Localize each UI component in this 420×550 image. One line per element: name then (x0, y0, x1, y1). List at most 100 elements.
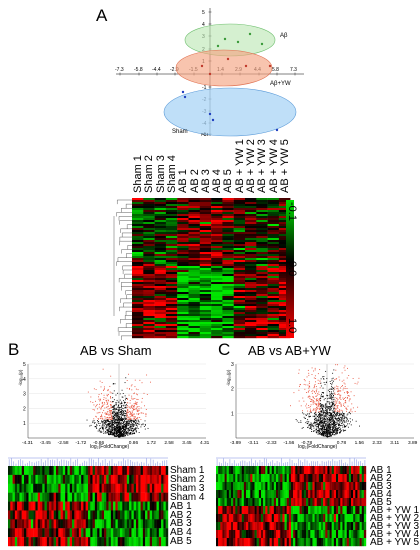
heatmap-cell (340, 498, 343, 507)
volcano-point (96, 425, 98, 426)
volcano-point (326, 378, 328, 379)
heatmap-cell (291, 490, 294, 499)
volcano-point (318, 427, 320, 429)
heatmap-cell (44, 510, 48, 520)
volcano-point (114, 422, 116, 424)
volcano-point (317, 431, 319, 433)
heatmap-a-cell (154, 232, 167, 235)
heatmap-cell (297, 498, 300, 507)
volcano-point (330, 426, 332, 428)
heatmap-cell (273, 522, 277, 531)
heatmap-cell (129, 474, 132, 484)
heatmap-cell (265, 466, 268, 475)
heatmap-cell (81, 483, 84, 493)
heatmap-cell (99, 483, 102, 493)
heatmap-cell (246, 482, 249, 491)
heatmap-a-cell (267, 202, 280, 205)
volcano-point (99, 398, 101, 400)
heatmap-cell (254, 530, 257, 539)
heatmap-cell (17, 501, 20, 511)
heatmap-a-cell (154, 214, 167, 217)
volcano-point (333, 380, 334, 382)
volcano-point (328, 402, 330, 404)
heatmap-cell (129, 537, 132, 547)
heatmap-cell (308, 538, 311, 547)
volcano-point (136, 398, 138, 400)
heatmap-a-cell (211, 328, 223, 331)
volcano-point (139, 417, 141, 418)
volcano-point (96, 412, 98, 414)
heatmap-cell (81, 501, 84, 511)
heatmap-cell (318, 490, 322, 499)
heatmap-cell (129, 528, 132, 538)
heatmap-a-cell (165, 336, 178, 339)
volcano-point (309, 423, 311, 425)
volcano-point (336, 429, 338, 431)
heatmap-cell (241, 498, 245, 507)
heatmap-a-cell (222, 310, 234, 313)
volcano-point (110, 392, 112, 394)
heatmap-a-cell (165, 322, 178, 325)
volcano-point (329, 425, 331, 427)
volcano-point (122, 425, 124, 426)
volcano-point (315, 404, 317, 405)
heatmap-a-cell (245, 242, 257, 245)
volcano-point (93, 420, 95, 422)
heatmap-cell (361, 490, 365, 499)
heatmap-cell (152, 483, 155, 493)
heatmap-cell (136, 483, 139, 493)
heatmap-a-cell (132, 302, 144, 305)
volcano-point (314, 367, 316, 369)
volcano-point (102, 428, 104, 430)
heatmap-cell (325, 482, 328, 491)
volcano-point (347, 426, 349, 428)
heatmap-cell (318, 538, 322, 547)
heatmap-a-cell (132, 266, 144, 269)
heatmap-cell (8, 501, 11, 511)
heatmap-a-cell (211, 258, 223, 261)
volcano-point (333, 428, 334, 430)
heatmap-cell (323, 522, 326, 531)
volcano-point (109, 413, 111, 415)
heatmap-a-cell (132, 208, 144, 211)
heatmap-a-cell (165, 292, 178, 295)
heatmap-cell (46, 519, 50, 529)
heatmap-cell (361, 522, 365, 531)
heatmap-a-cell (245, 248, 257, 251)
volcano-point (318, 411, 320, 413)
heatmap-cell (216, 538, 219, 547)
volcano-x-tick: 2.33 (372, 440, 382, 446)
volcano-point (332, 431, 334, 433)
volcano-point (104, 419, 106, 421)
heatmap-cell (158, 492, 162, 502)
heatmap-cell (346, 474, 350, 483)
heatmap-cell (117, 492, 121, 502)
volcano-point (130, 427, 132, 429)
volcano-point (132, 407, 133, 409)
volcano-point (340, 405, 342, 407)
heatmap-a-cell (199, 218, 212, 221)
heatmap-cell (44, 501, 48, 511)
heatmap-a-cell (177, 232, 189, 235)
volcano-point (305, 415, 307, 416)
heatmap-a-cell (222, 230, 234, 233)
volcano-point (304, 418, 306, 420)
volcano-point (129, 388, 131, 389)
pca-point (275, 128, 279, 132)
volcano-point (313, 416, 315, 417)
volcano-point (328, 415, 330, 417)
heatmap-cell (363, 482, 367, 491)
volcano-point (100, 415, 102, 417)
heatmap-a-cell (267, 316, 280, 319)
heatmap-cell (327, 466, 330, 475)
volcano-point (106, 411, 108, 413)
volcano-point (126, 411, 128, 413)
heatmap-cell (342, 530, 345, 539)
volcano-point (330, 394, 332, 396)
volcano-point (315, 395, 317, 397)
heatmap-cell (62, 501, 66, 511)
volcano-point (322, 410, 324, 412)
heatmap-a-cell (222, 210, 234, 213)
volcano-point (121, 403, 123, 404)
volcano-point (117, 431, 118, 433)
